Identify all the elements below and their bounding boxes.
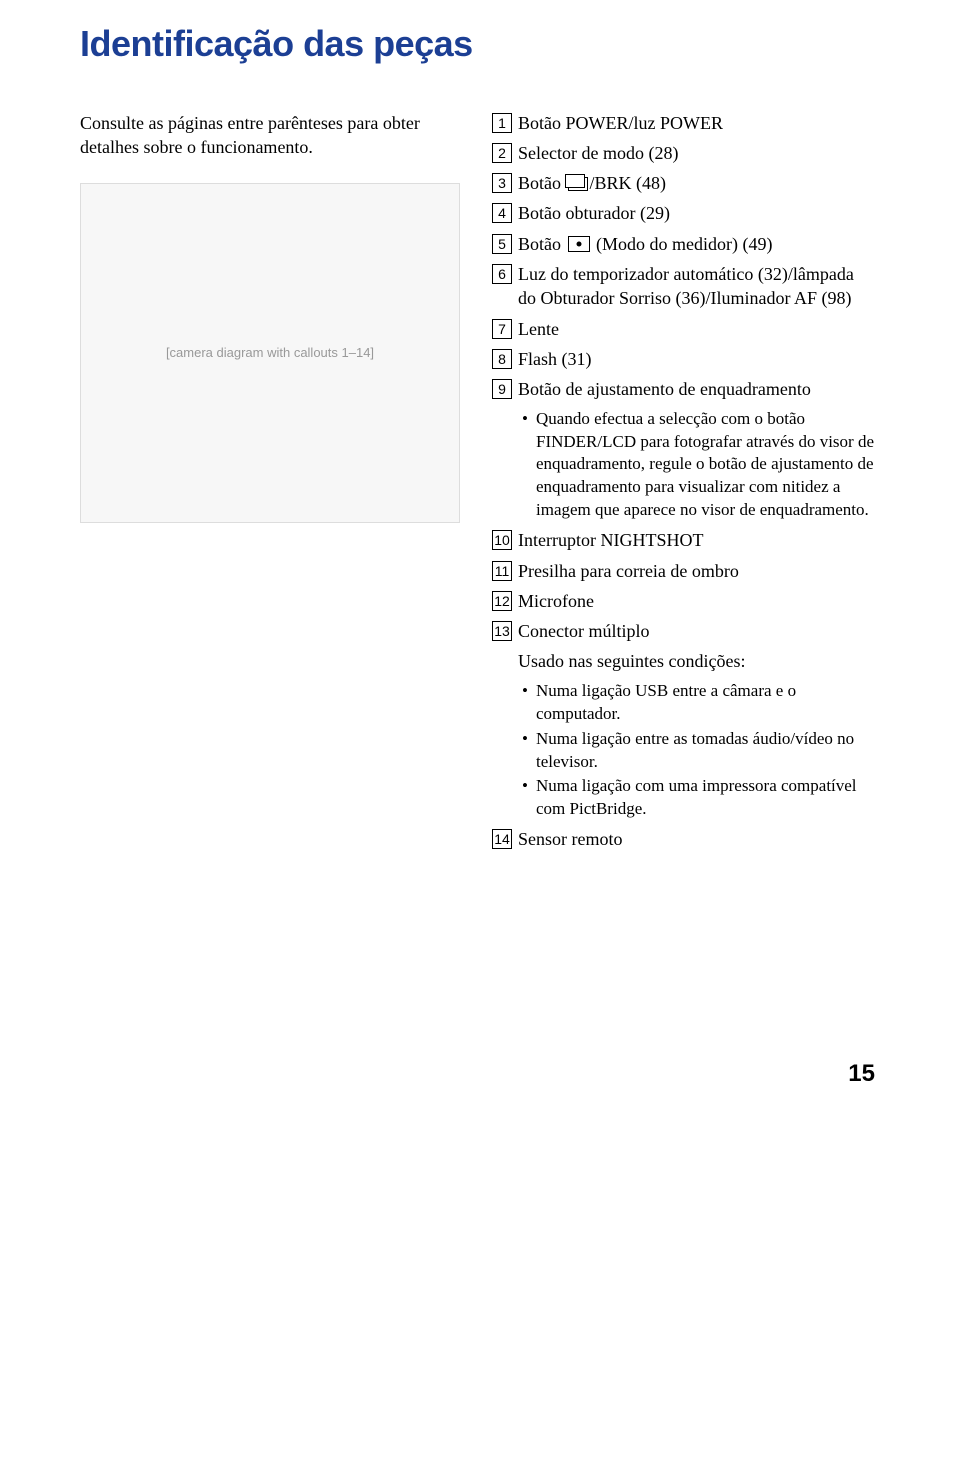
parts-item: 5 Botão (Modo do medidor) (49) [492, 232, 875, 256]
callout-number: 6 [492, 264, 512, 284]
content-columns: Consulte as páginas entre parênteses par… [80, 111, 875, 858]
callout-number: 14 [492, 829, 512, 849]
page-number: 15 [80, 1058, 875, 1090]
burst-icon [568, 177, 588, 191]
bullet-item: Numa ligação com uma impressora compatív… [536, 775, 875, 821]
parts-item-label: Sensor remoto [518, 827, 875, 851]
parts-item: 6 Luz do temporizador automático (32)/lâ… [492, 262, 875, 311]
intro-text: Consulte as páginas entre parênteses par… [80, 111, 460, 160]
parts-item: 9 Botão de ajustamento de enquadramento [492, 377, 875, 401]
bullet-item: Quando efectua a selecção com o botão FI… [536, 408, 875, 523]
parts-item: 2 Selector de modo (28) [492, 141, 875, 165]
callout-number: 8 [492, 349, 512, 369]
callout-number: 7 [492, 319, 512, 339]
parts-item: 10 Interruptor NIGHTSHOT [492, 528, 875, 552]
post-text: (Modo do medidor) (49) [592, 234, 773, 254]
callout-number: 13 [492, 621, 512, 641]
parts-item-label: Lente [518, 317, 875, 341]
parts-item-label: Presilha para correia de ombro [518, 559, 875, 583]
parts-item-label: Botão de ajustamento de enquadramento [518, 377, 875, 401]
bullet-item: Numa ligação entre as tomadas áudio/víde… [536, 728, 875, 774]
parts-item: 7 Lente [492, 317, 875, 341]
parts-item-subline: Usado nas seguintes condições: [492, 649, 875, 673]
parts-item-label: Botão POWER/luz POWER [518, 111, 875, 135]
parts-item-label: Interruptor NIGHTSHOT [518, 528, 875, 552]
parts-item: 3 Botão /BRK (48) [492, 171, 875, 195]
callout-number: 11 [492, 561, 512, 581]
parts-item: 12 Microfone [492, 589, 875, 613]
right-column: 1 Botão POWER/luz POWER 2 Selector de mo… [492, 111, 875, 858]
parts-item-label: Botão (Modo do medidor) (49) [518, 232, 875, 256]
parts-item: 14 Sensor remoto [492, 827, 875, 851]
callout-number: 1 [492, 113, 512, 133]
callout-number: 3 [492, 173, 512, 193]
parts-item-label: Selector de modo (28) [518, 141, 875, 165]
pre-text: Botão [518, 173, 566, 193]
parts-item-bullets: Numa ligação USB entre a câmara e o comp… [492, 680, 875, 822]
callout-number: 10 [492, 530, 512, 550]
parts-item-label: Botão obturador (29) [518, 201, 875, 225]
parts-item-label: Luz do temporizador automático (32)/lâmp… [518, 262, 875, 311]
parts-item-label: Flash (31) [518, 347, 875, 371]
callout-number: 9 [492, 379, 512, 399]
post-text: /BRK (48) [590, 173, 667, 193]
parts-item-label: Conector múltiplo [518, 619, 875, 643]
parts-item: 13 Conector múltiplo [492, 619, 875, 643]
parts-item: 11 Presilha para correia de ombro [492, 559, 875, 583]
callout-number: 4 [492, 203, 512, 223]
bullet-item: Numa ligação USB entre a câmara e o comp… [536, 680, 875, 726]
parts-item-label: Microfone [518, 589, 875, 613]
parts-item: 4 Botão obturador (29) [492, 201, 875, 225]
metering-mode-icon [568, 236, 590, 252]
parts-item: 8 Flash (31) [492, 347, 875, 371]
parts-item-label: Botão /BRK (48) [518, 171, 875, 195]
callout-number: 12 [492, 591, 512, 611]
parts-item: 1 Botão POWER/luz POWER [492, 111, 875, 135]
callout-number: 5 [492, 234, 512, 254]
pre-text: Botão [518, 234, 566, 254]
camera-diagram: [camera diagram with callouts 1–14] [80, 183, 460, 523]
parts-item-bullets: Quando efectua a selecção com o botão FI… [492, 408, 875, 523]
page-title: Identificação das peças [80, 20, 875, 69]
callout-number: 2 [492, 143, 512, 163]
left-column: Consulte as páginas entre parênteses par… [80, 111, 460, 858]
